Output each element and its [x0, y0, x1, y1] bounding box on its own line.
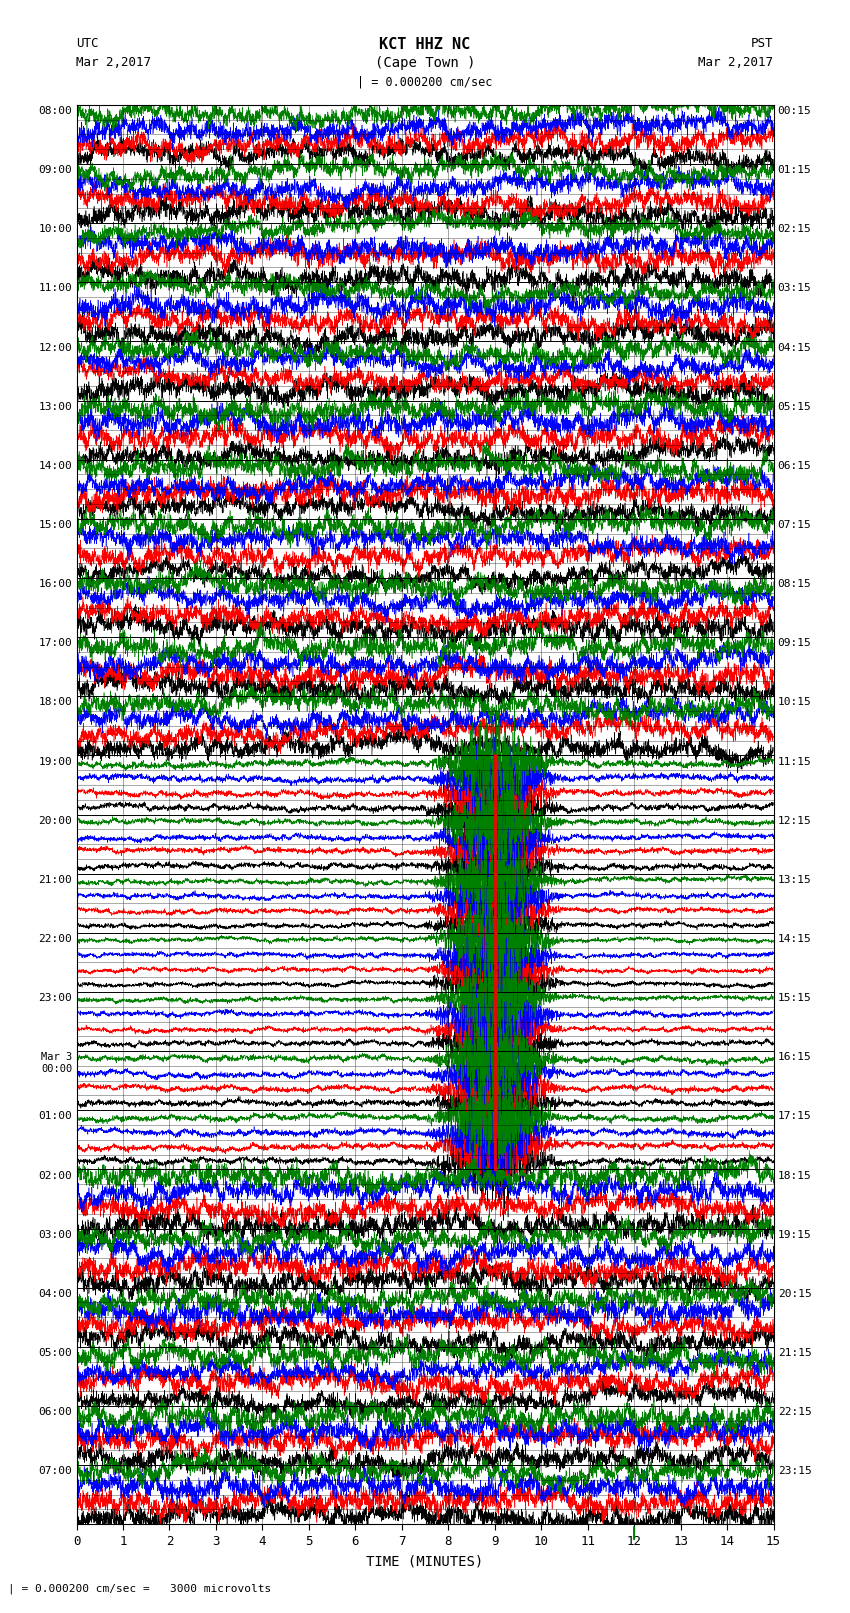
Text: 12:00: 12:00 — [38, 342, 72, 353]
Text: 04:00: 04:00 — [38, 1289, 72, 1298]
Text: (Cape Town ): (Cape Town ) — [375, 56, 475, 71]
Text: 05:15: 05:15 — [778, 402, 812, 411]
Text: 17:00: 17:00 — [38, 639, 72, 648]
Text: 23:15: 23:15 — [778, 1466, 812, 1476]
Text: 15:00: 15:00 — [38, 519, 72, 531]
Text: 11:00: 11:00 — [38, 284, 72, 294]
Text: 13:00: 13:00 — [38, 402, 72, 411]
Text: 10:00: 10:00 — [38, 224, 72, 234]
Text: 19:00: 19:00 — [38, 756, 72, 766]
Text: 15:15: 15:15 — [778, 994, 812, 1003]
X-axis label: TIME (MINUTES): TIME (MINUTES) — [366, 1555, 484, 1569]
Text: 08:00: 08:00 — [38, 106, 72, 116]
Text: | = 0.000200 cm/sec =   3000 microvolts: | = 0.000200 cm/sec = 3000 microvolts — [8, 1582, 272, 1594]
Text: 06:00: 06:00 — [38, 1407, 72, 1418]
Text: 03:15: 03:15 — [778, 284, 812, 294]
Text: 22:00: 22:00 — [38, 934, 72, 944]
Text: | = 0.000200 cm/sec: | = 0.000200 cm/sec — [357, 76, 493, 89]
Text: 23:00: 23:00 — [38, 994, 72, 1003]
Text: 07:15: 07:15 — [778, 519, 812, 531]
Text: 21:15: 21:15 — [778, 1348, 812, 1358]
Text: 21:00: 21:00 — [38, 874, 72, 886]
Text: 01:00: 01:00 — [38, 1111, 72, 1121]
Text: 20:00: 20:00 — [38, 816, 72, 826]
Text: 13:15: 13:15 — [778, 874, 812, 886]
Text: 18:00: 18:00 — [38, 697, 72, 708]
Text: 16:00: 16:00 — [38, 579, 72, 589]
Text: 06:15: 06:15 — [778, 461, 812, 471]
Text: 09:00: 09:00 — [38, 165, 72, 176]
Text: 01:15: 01:15 — [778, 165, 812, 176]
Text: 19:15: 19:15 — [778, 1229, 812, 1240]
Text: Mar 3
00:00: Mar 3 00:00 — [41, 1052, 72, 1074]
Text: 07:00: 07:00 — [38, 1466, 72, 1476]
Text: 17:15: 17:15 — [778, 1111, 812, 1121]
Text: 16:15: 16:15 — [778, 1052, 812, 1063]
Text: 14:15: 14:15 — [778, 934, 812, 944]
Text: PST: PST — [751, 37, 774, 50]
Text: 03:00: 03:00 — [38, 1229, 72, 1240]
Text: 11:15: 11:15 — [778, 756, 812, 766]
Text: 02:15: 02:15 — [778, 224, 812, 234]
Text: 14:00: 14:00 — [38, 461, 72, 471]
Text: 22:15: 22:15 — [778, 1407, 812, 1418]
Text: 10:15: 10:15 — [778, 697, 812, 708]
Text: 08:15: 08:15 — [778, 579, 812, 589]
Text: 20:15: 20:15 — [778, 1289, 812, 1298]
Text: 18:15: 18:15 — [778, 1171, 812, 1181]
Text: UTC: UTC — [76, 37, 99, 50]
Text: KCT HHZ NC: KCT HHZ NC — [379, 37, 471, 52]
Text: 05:00: 05:00 — [38, 1348, 72, 1358]
Text: 12:15: 12:15 — [778, 816, 812, 826]
Text: Mar 2,2017: Mar 2,2017 — [699, 56, 774, 69]
Text: 00:15: 00:15 — [778, 106, 812, 116]
Text: 02:00: 02:00 — [38, 1171, 72, 1181]
Text: 04:15: 04:15 — [778, 342, 812, 353]
Text: 09:15: 09:15 — [778, 639, 812, 648]
Text: Mar 2,2017: Mar 2,2017 — [76, 56, 151, 69]
